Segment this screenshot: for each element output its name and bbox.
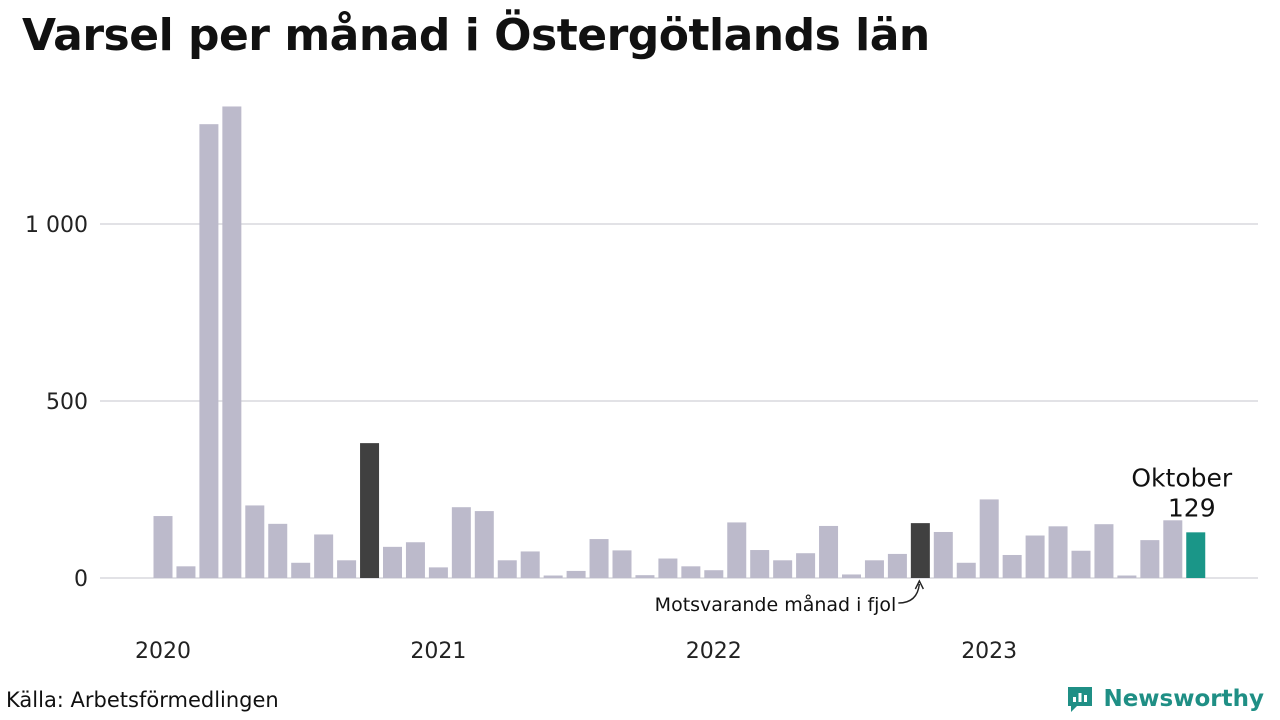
bar: [222, 106, 242, 579]
bar: [750, 550, 770, 578]
bar: [543, 575, 563, 578]
bar-highlighted: [910, 523, 930, 578]
x-axis-ticks: 2020 2021 2022 2023: [135, 639, 1017, 664]
bar: [979, 499, 999, 578]
previous-year-label: Motsvarande månad i fjol: [655, 593, 897, 616]
bar: [842, 574, 861, 578]
bar: [727, 522, 747, 578]
bar-current-month: [1186, 532, 1206, 578]
bar: [796, 553, 816, 578]
bar: [864, 560, 884, 578]
bar: [1002, 554, 1022, 578]
bar: [199, 124, 219, 578]
bar: [1094, 524, 1114, 578]
bar: [933, 531, 953, 578]
bar: [383, 546, 402, 578]
annotation-arrowhead: [914, 579, 924, 590]
bar: [658, 558, 678, 578]
bar: [566, 570, 586, 578]
bar: [497, 560, 517, 578]
bar: [153, 516, 173, 578]
bar: [245, 505, 265, 578]
current-value-label: 129: [1168, 493, 1216, 522]
bar: [428, 567, 448, 578]
bar: [1071, 550, 1091, 578]
bar: [268, 523, 288, 578]
brand-logo[interactable]: Newsworthy: [1065, 684, 1264, 714]
x-tick-label: 2021: [410, 639, 466, 664]
bar: [474, 511, 494, 578]
x-tick-label: 2020: [135, 639, 191, 664]
bar: [589, 539, 609, 578]
y-axis-ticks: 0 500 1 000: [25, 213, 88, 592]
bars: [153, 106, 1206, 579]
bar: [314, 534, 334, 578]
bar: [451, 507, 471, 578]
bar: [681, 566, 701, 578]
bar: [819, 525, 839, 578]
bar: [704, 570, 724, 578]
bar: [887, 553, 907, 578]
bar: [405, 542, 425, 578]
x-tick-label: 2023: [961, 639, 1017, 664]
bar: [635, 575, 655, 578]
bar: [956, 562, 976, 578]
bar: [1163, 520, 1183, 578]
y-tick-label: 0: [74, 567, 88, 592]
y-tick-label: 1 000: [25, 213, 88, 238]
bar: [1048, 526, 1068, 578]
bar-highlighted: [360, 443, 380, 578]
bar: [337, 560, 357, 578]
source-note: Källa: Arbetsförmedlingen: [6, 688, 279, 712]
newsworthy-logo-icon: [1068, 687, 1093, 712]
brand-name: Newsworthy: [1103, 686, 1264, 712]
current-month-label: Oktober: [1131, 463, 1233, 492]
x-tick-label: 2022: [686, 639, 742, 664]
chart-title: Varsel per månad i Östergötlands län: [22, 10, 930, 61]
bar: [1025, 535, 1045, 578]
bar: [612, 550, 632, 578]
bar: [291, 562, 311, 578]
y-tick-label: 500: [46, 390, 88, 415]
annotation-arrow: [898, 583, 921, 604]
bar: [1117, 575, 1137, 578]
bar: [1140, 540, 1160, 578]
bar: [176, 566, 196, 578]
bar: [520, 551, 540, 578]
bar: [773, 560, 793, 578]
